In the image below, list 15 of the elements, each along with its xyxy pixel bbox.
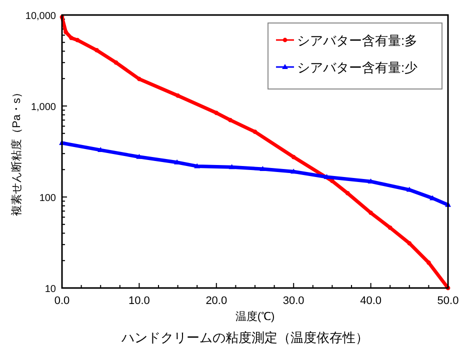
x-tick-label: 20.0 [206,295,228,307]
y-tick-label: 100 [39,193,56,204]
x-tick-label: 40.0 [360,295,382,307]
y-axis-title: 複素せん断粘度（Pa・s） [10,87,23,216]
legend-label: シアバター含有量:少 [297,60,418,75]
y-tick-label: 10 [44,284,56,295]
x-axis-title: 温度(℃) [235,310,275,323]
x-tick-label: 0.0 [54,295,70,307]
y-tick-label: 10,000 [25,11,56,22]
legend-label: シアバター含有量:多 [297,33,418,48]
text: ハンドクリームの粘度測定（温度依存性） [120,330,368,345]
x-tick-label: 30.0 [282,295,304,307]
x-tick-label: 50.0 [437,295,459,307]
y-tick-label: 1,000 [30,102,56,113]
x-tick-label: 10.0 [128,295,150,307]
